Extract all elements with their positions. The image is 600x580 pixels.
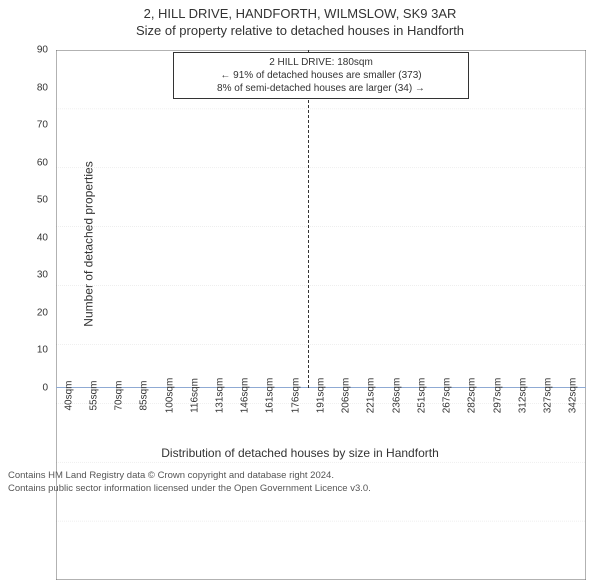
x-tick: 191sqm — [308, 388, 333, 444]
y-tick: 60 — [37, 157, 48, 168]
histogram-bars — [56, 50, 586, 388]
annotation-box: 2 HILL DRIVE: 180sqm ← 91% of detached h… — [173, 52, 470, 99]
x-tick: 55sqm — [81, 388, 106, 444]
y-tick: 0 — [42, 383, 48, 394]
footer-line-2: Contains public sector information licen… — [8, 483, 592, 496]
x-axis-label: Distribution of detached houses by size … — [0, 446, 600, 460]
x-tick: 327sqm — [535, 388, 560, 444]
y-tick: 80 — [37, 82, 48, 93]
x-tick: 40sqm — [56, 388, 81, 444]
y-tick: 70 — [37, 120, 48, 131]
y-tick: 10 — [37, 345, 48, 356]
annotation-line-1: 2 HILL DRIVE: 180sqm — [180, 56, 463, 69]
annotation-line-3: 8% of semi-detached houses are larger (3… — [180, 82, 463, 95]
x-tick: 236sqm — [384, 388, 409, 444]
y-tick: 90 — [37, 45, 48, 56]
x-tick: 100sqm — [157, 388, 182, 444]
y-tick: 20 — [37, 307, 48, 318]
chart-container: Number of detached properties 0102030405… — [0, 44, 600, 444]
x-tick: 206sqm — [334, 388, 359, 444]
y-tick: 50 — [37, 195, 48, 206]
x-tick: 161sqm — [258, 388, 283, 444]
y-axis-ticks: 0102030405060708090 — [0, 50, 52, 388]
x-tick: 85sqm — [132, 388, 157, 444]
highlight-line — [308, 50, 309, 388]
x-tick: 176sqm — [283, 388, 308, 444]
x-tick: 251sqm — [409, 388, 434, 444]
x-tick: 267sqm — [435, 388, 460, 444]
chart-title: Size of property relative to detached ho… — [0, 21, 600, 38]
address-title: 2, HILL DRIVE, HANDFORTH, WILMSLOW, SK9 … — [0, 0, 600, 21]
x-tick: 131sqm — [207, 388, 232, 444]
x-tick: 146sqm — [233, 388, 258, 444]
plot-area: 2 HILL DRIVE: 180sqm ← 91% of detached h… — [56, 50, 586, 388]
x-tick: 116sqm — [182, 388, 207, 444]
x-tick: 282sqm — [460, 388, 485, 444]
x-tick: 70sqm — [106, 388, 131, 444]
x-tick: 342sqm — [561, 388, 586, 444]
x-tick: 297sqm — [485, 388, 510, 444]
x-axis-ticks: 40sqm55sqm70sqm85sqm100sqm116sqm131sqm14… — [56, 388, 586, 444]
footer-line-1: Contains HM Land Registry data © Crown c… — [8, 470, 592, 483]
y-tick: 30 — [37, 270, 48, 281]
footer-attribution: Contains HM Land Registry data © Crown c… — [8, 470, 592, 496]
x-tick: 221sqm — [359, 388, 384, 444]
x-tick: 312sqm — [510, 388, 535, 444]
annotation-line-2: ← 91% of detached houses are smaller (37… — [180, 69, 463, 82]
y-tick: 40 — [37, 232, 48, 243]
